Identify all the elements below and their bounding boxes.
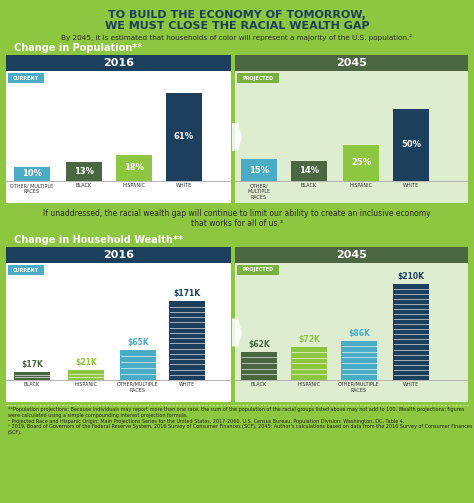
Text: 2045: 2045 <box>336 250 367 260</box>
Text: 18%: 18% <box>124 163 144 173</box>
FancyBboxPatch shape <box>241 352 277 380</box>
Text: WHITE: WHITE <box>403 183 419 188</box>
FancyBboxPatch shape <box>169 301 205 380</box>
FancyBboxPatch shape <box>6 247 231 263</box>
Text: BLACK: BLACK <box>24 382 40 387</box>
FancyBboxPatch shape <box>341 341 377 380</box>
Text: HISPANIC: HISPANIC <box>349 183 373 188</box>
FancyBboxPatch shape <box>291 347 327 380</box>
Text: 13%: 13% <box>74 167 94 176</box>
FancyBboxPatch shape <box>235 247 468 263</box>
Text: HISPANIC: HISPANIC <box>298 382 320 387</box>
Text: 2016: 2016 <box>103 58 134 68</box>
Text: **Population projections: Because individuals may report more than one race, the: **Population projections: Because indivi… <box>8 407 473 435</box>
Text: If unaddressed, the racial wealth gap will continue to limit our ability to crea: If unaddressed, the racial wealth gap wi… <box>43 209 431 228</box>
FancyBboxPatch shape <box>235 55 468 71</box>
Text: 2016: 2016 <box>103 250 134 260</box>
Text: CURRENT: CURRENT <box>13 268 39 273</box>
FancyBboxPatch shape <box>8 73 44 83</box>
Text: OTHER/MULTIPLE
RACES: OTHER/MULTIPLE RACES <box>117 382 159 393</box>
Text: Change in Population**: Change in Population** <box>14 43 142 53</box>
FancyBboxPatch shape <box>241 159 277 181</box>
FancyBboxPatch shape <box>393 109 429 181</box>
FancyBboxPatch shape <box>235 263 468 402</box>
Text: 50%: 50% <box>401 140 421 149</box>
FancyBboxPatch shape <box>343 145 379 181</box>
Text: 61%: 61% <box>174 132 194 141</box>
FancyBboxPatch shape <box>14 372 50 380</box>
Text: WHITE: WHITE <box>176 183 192 188</box>
FancyBboxPatch shape <box>166 93 202 181</box>
Polygon shape <box>232 318 242 347</box>
Text: By 2045, it is estimated that households of color will represent a majority of t: By 2045, it is estimated that households… <box>62 34 412 41</box>
Text: 14%: 14% <box>299 166 319 176</box>
Text: $72K: $72K <box>298 335 320 344</box>
Text: $86K: $86K <box>348 328 370 338</box>
Text: BLACK: BLACK <box>251 382 267 387</box>
Text: $21K: $21K <box>75 358 97 367</box>
Text: BLACK: BLACK <box>301 183 317 188</box>
Text: $171K: $171K <box>173 290 201 298</box>
Text: $17K: $17K <box>21 360 43 369</box>
Text: PROJECTED: PROJECTED <box>243 268 273 273</box>
Text: 2045: 2045 <box>336 58 367 68</box>
Text: OTHER/ MULTIPLE
RACES: OTHER/ MULTIPLE RACES <box>10 183 54 194</box>
FancyBboxPatch shape <box>6 71 231 203</box>
Text: CURRENT: CURRENT <box>13 75 39 80</box>
FancyBboxPatch shape <box>235 71 468 203</box>
Text: PROJECTED: PROJECTED <box>243 75 273 80</box>
FancyBboxPatch shape <box>237 73 279 83</box>
FancyBboxPatch shape <box>8 265 44 275</box>
Polygon shape <box>232 123 242 151</box>
Text: OTHER/
MULTIPLE
RACES: OTHER/ MULTIPLE RACES <box>247 183 271 200</box>
FancyBboxPatch shape <box>393 284 429 380</box>
Text: HISPANIC: HISPANIC <box>122 183 146 188</box>
FancyBboxPatch shape <box>291 161 327 181</box>
Text: BLACK: BLACK <box>76 183 92 188</box>
Text: 25%: 25% <box>351 158 371 167</box>
Text: 10%: 10% <box>22 170 42 178</box>
FancyBboxPatch shape <box>116 155 152 181</box>
Text: TO BUILD THE ECONOMY OF TOMORROW,: TO BUILD THE ECONOMY OF TOMORROW, <box>108 10 366 20</box>
Text: Change in Household Wealth**: Change in Household Wealth** <box>14 235 183 245</box>
FancyBboxPatch shape <box>237 265 279 275</box>
FancyBboxPatch shape <box>14 166 50 181</box>
Text: OTHER/MULTIPLE
RACES: OTHER/MULTIPLE RACES <box>338 382 380 393</box>
Text: WHITE: WHITE <box>403 382 419 387</box>
Text: 15%: 15% <box>249 165 269 175</box>
FancyBboxPatch shape <box>6 263 231 402</box>
Text: $65K: $65K <box>127 338 149 347</box>
Text: $210K: $210K <box>398 272 425 281</box>
FancyBboxPatch shape <box>120 350 156 380</box>
Text: HISPANIC: HISPANIC <box>74 382 98 387</box>
Text: WE MUST CLOSE THE RACIAL WEALTH GAP: WE MUST CLOSE THE RACIAL WEALTH GAP <box>105 21 369 31</box>
Text: $62K: $62K <box>248 340 270 349</box>
FancyBboxPatch shape <box>68 370 104 380</box>
Text: WHITE: WHITE <box>179 382 195 387</box>
FancyBboxPatch shape <box>6 55 231 71</box>
FancyBboxPatch shape <box>66 162 102 181</box>
